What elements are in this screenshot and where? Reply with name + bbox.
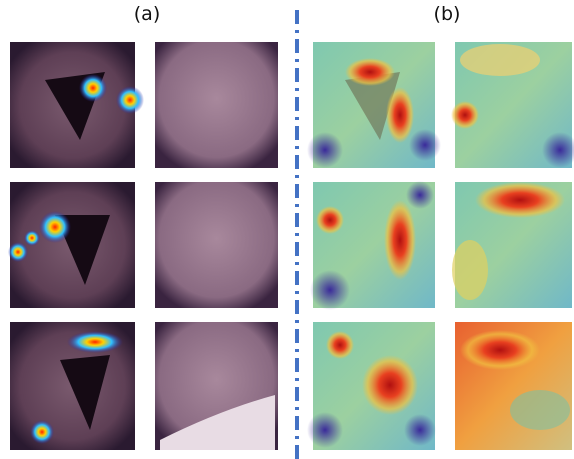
endoscopy-image bbox=[155, 42, 278, 168]
heatmap-image bbox=[307, 42, 441, 168]
endoscopy-image bbox=[155, 322, 278, 450]
heatmap-image bbox=[451, 42, 574, 168]
heatmap-image bbox=[455, 322, 572, 450]
endoscopy-image bbox=[10, 42, 144, 168]
figure: (a) (b) bbox=[0, 0, 574, 459]
heatmap-image bbox=[307, 322, 436, 450]
endoscopy-image bbox=[8, 182, 135, 308]
endoscopy-image bbox=[10, 322, 135, 450]
heatmap-image bbox=[452, 182, 572, 308]
panel-label: (a) bbox=[134, 3, 160, 25]
heatmap-image bbox=[310, 181, 435, 310]
panel-label: (b) bbox=[434, 3, 461, 25]
endoscopy-image bbox=[155, 182, 278, 308]
